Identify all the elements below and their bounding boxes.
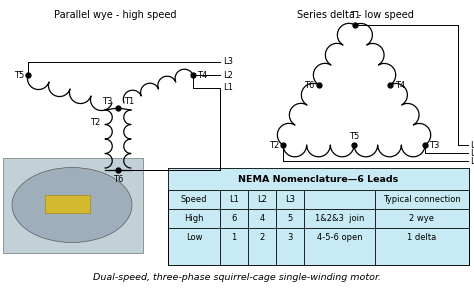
Text: Speed: Speed [181, 195, 207, 204]
Text: 6: 6 [231, 214, 237, 223]
Text: Dual-speed, three-phase squirrel-cage single-winding motor.: Dual-speed, three-phase squirrel-cage si… [93, 273, 381, 283]
Ellipse shape [12, 168, 132, 242]
Text: 2: 2 [259, 233, 264, 242]
Text: L2: L2 [470, 149, 474, 158]
Text: L3: L3 [285, 195, 295, 204]
Text: T3: T3 [429, 140, 439, 149]
Text: L1: L1 [470, 140, 474, 149]
Bar [3, 158, 143, 253]
Text: T2: T2 [269, 140, 279, 149]
Text: T5: T5 [14, 71, 24, 79]
Text: 4-5-6 open: 4-5-6 open [317, 233, 362, 242]
Bar [168, 168, 469, 265]
Text: L1: L1 [223, 84, 233, 92]
Text: 2 wye: 2 wye [410, 214, 435, 223]
Text: 1 delta: 1 delta [407, 233, 437, 242]
Text: L2: L2 [257, 195, 267, 204]
Text: 4: 4 [259, 214, 264, 223]
Text: L1: L1 [229, 195, 239, 204]
Text: NEMA Nomenclature—6 Leads: NEMA Nomenclature—6 Leads [238, 175, 399, 184]
Text: L2: L2 [223, 71, 233, 79]
Text: L3: L3 [223, 58, 233, 66]
Text: 1: 1 [231, 233, 237, 242]
Text: Series delta - low speed: Series delta - low speed [297, 10, 413, 20]
Text: T6: T6 [113, 175, 123, 184]
Text: Parallel wye - high speed: Parallel wye - high speed [54, 10, 176, 20]
Text: L3: L3 [470, 157, 474, 166]
Text: 1&2&3  join: 1&2&3 join [315, 214, 364, 223]
Text: T5: T5 [349, 132, 359, 141]
Text: T4: T4 [197, 71, 207, 79]
Text: T6: T6 [304, 81, 314, 90]
Text: 3: 3 [287, 233, 292, 242]
Text: 5: 5 [287, 214, 292, 223]
Text: T3: T3 [101, 97, 112, 106]
Text: Low: Low [186, 233, 202, 242]
Text: T1: T1 [124, 97, 134, 106]
Bar [45, 195, 90, 213]
Text: T2: T2 [90, 118, 100, 127]
Text: T4: T4 [395, 81, 405, 90]
Bar [168, 168, 469, 190]
Text: High: High [184, 214, 204, 223]
Text: Typical connection: Typical connection [383, 195, 461, 204]
Text: T1: T1 [350, 11, 360, 20]
